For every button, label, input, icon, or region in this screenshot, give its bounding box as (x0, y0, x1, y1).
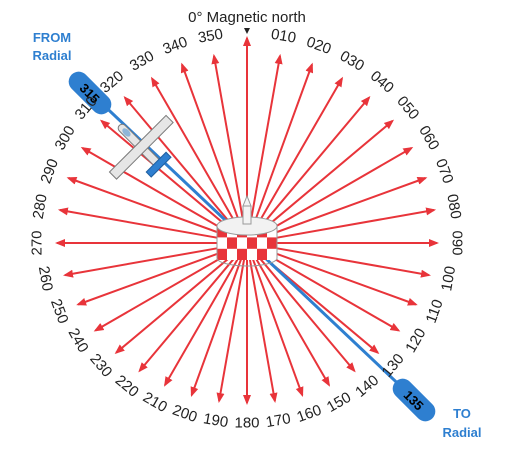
north-pointer-icon (244, 28, 250, 34)
radial-label-040: 040 (367, 68, 397, 97)
radial-arrow-150 (254, 256, 331, 387)
radial-label-210: 210 (140, 389, 170, 416)
radial-label-080: 080 (443, 193, 464, 221)
radial-arrow-300 (80, 146, 234, 236)
radial-arrow-190 (216, 258, 246, 403)
radial-arrow-250 (76, 247, 233, 306)
station-checker-cell (227, 237, 237, 249)
radial-label-200: 200 (170, 402, 199, 427)
radial-label-170: 170 (264, 410, 292, 431)
station-checker-cell (257, 248, 267, 260)
radial-label-250: 250 (47, 297, 72, 326)
to-label-line1: TO (453, 406, 471, 421)
radial-arrow-330 (150, 76, 240, 230)
radial-arrow-080 (262, 207, 437, 242)
radial-label-290: 290 (37, 157, 62, 186)
aircraft-icon (108, 114, 174, 180)
radial-label-230: 230 (86, 351, 115, 381)
radial-arrow-110 (261, 247, 418, 306)
radial-arrow-320 (123, 95, 238, 232)
radial-arrow-050 (258, 119, 395, 234)
radial-arrow-160 (251, 257, 304, 397)
radial-arrow-120 (260, 250, 401, 332)
radial-label-220: 220 (112, 372, 142, 401)
radial-label-190: 190 (202, 410, 230, 431)
station-checker-cell (237, 248, 247, 260)
radial-label-260: 260 (35, 265, 56, 293)
radial-label-140: 140 (352, 372, 382, 401)
radial-arrow-260 (63, 244, 232, 278)
radial-label-120: 120 (402, 325, 429, 355)
radial-label-340: 340 (161, 33, 190, 58)
radial-arrow-040 (256, 95, 371, 232)
radial-arrow-030 (254, 76, 344, 230)
radial-arrow-170 (248, 258, 278, 403)
radial-arrows (55, 53, 439, 405)
radial-arrow-010 (248, 53, 283, 228)
from-label-line1: FROM (33, 30, 71, 45)
radial-arrow-220 (138, 254, 238, 373)
radial-arrow-020 (251, 62, 314, 229)
radial-label-180: 180 (234, 415, 259, 432)
radial-label-350: 350 (197, 26, 225, 47)
vor-station-icon (216, 194, 278, 267)
radial-arrow-340 (180, 62, 243, 229)
radial-arrow-100 (262, 244, 431, 278)
radial-arrow-070 (261, 176, 428, 239)
radial-label-330: 330 (127, 47, 157, 74)
radial-arrow-210 (163, 256, 240, 387)
radial-label-060: 060 (415, 123, 442, 153)
radial-label-070: 070 (432, 157, 457, 186)
radial-label-280: 280 (30, 193, 51, 221)
station-checker-cell (247, 237, 257, 249)
radial-arrow-060 (260, 146, 414, 236)
radial-arrow-280 (57, 207, 232, 242)
north-label: 0° Magnetic north (188, 9, 306, 26)
station-checker-cell (217, 248, 227, 260)
radial-arrow-350 (211, 53, 246, 228)
radial-arrow-290 (66, 176, 233, 239)
radial-label-150: 150 (324, 389, 354, 416)
radial-label-050: 050 (393, 93, 422, 123)
station-checker-cell (217, 226, 227, 238)
radial-label-270: 270 (29, 230, 46, 255)
radial-arrow-240 (93, 250, 234, 332)
to-radial-tag: 135 (392, 378, 436, 422)
radial-label-300: 300 (51, 123, 78, 153)
radial-label-100: 100 (438, 265, 459, 293)
station-checker-cell (267, 237, 277, 249)
radial-label-010: 010 (270, 26, 298, 47)
radial-label-020: 020 (304, 33, 333, 58)
radial-label-090: 090 (449, 230, 466, 255)
from-label-line2: Radial (32, 48, 71, 63)
radial-arrow-140 (256, 254, 356, 373)
radial-label-030: 030 (337, 47, 367, 74)
radial-label-130: 130 (379, 351, 408, 381)
radial-arrow-310 (99, 119, 236, 234)
radial-arrow-230 (114, 252, 236, 354)
radial-label-160: 160 (295, 402, 324, 427)
radial-arrow-200 (190, 257, 243, 397)
radial-label-110: 110 (423, 297, 447, 325)
to-label-line2: Radial (442, 425, 481, 440)
radial-label-240: 240 (64, 325, 91, 355)
